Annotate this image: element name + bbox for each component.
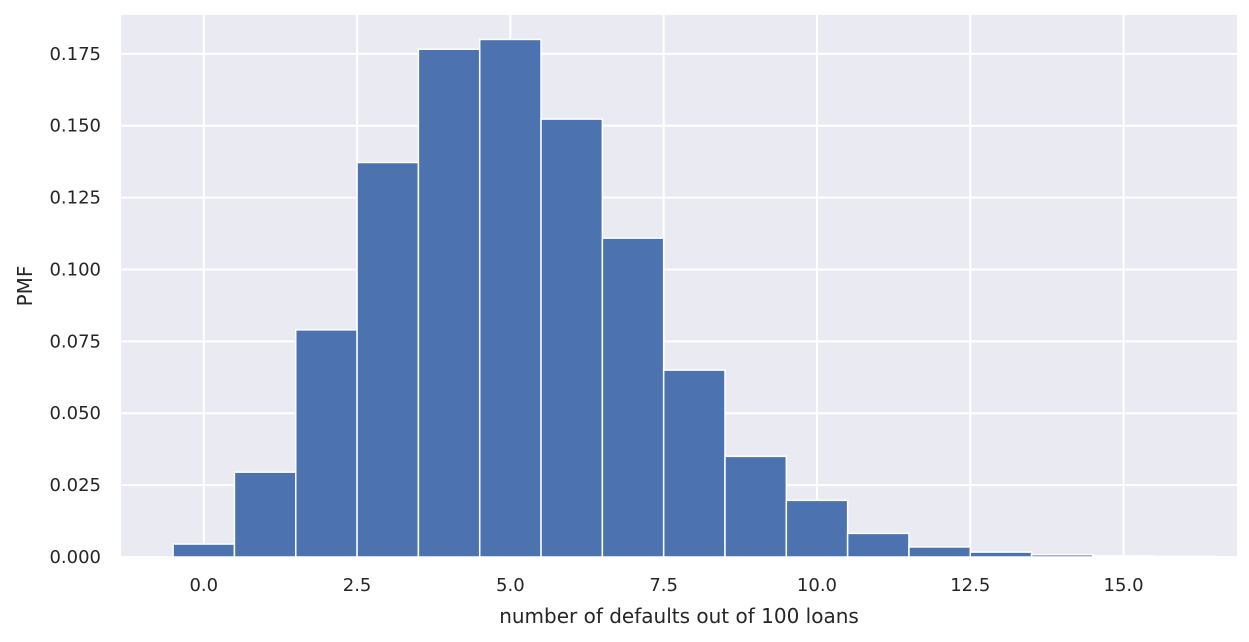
x-tick-label: 15.0 xyxy=(1104,575,1144,596)
x-tick-label: 5.0 xyxy=(496,575,525,596)
histogram-bar xyxy=(1153,555,1217,558)
y-tick-label: 0.075 xyxy=(49,331,101,352)
histogram-bar xyxy=(785,499,849,558)
histogram-bar xyxy=(478,38,542,558)
x-axis-label: number of defaults out of 100 loans xyxy=(499,604,859,628)
y-tick-labels: 0.000 0.025 0.050 0.075 0.100 0.125 0.150 0.175 xyxy=(49,44,101,568)
y-tick-label: 0.025 xyxy=(49,475,101,496)
histogram-bar xyxy=(417,48,481,558)
histogram-bar xyxy=(724,455,788,558)
y-tick-label: 0.050 xyxy=(49,403,101,424)
histogram-bar xyxy=(540,118,604,558)
x-tick-label: 10.0 xyxy=(797,575,837,596)
y-axis-label: PMF xyxy=(13,266,37,307)
histogram-bar xyxy=(356,161,420,558)
x-tick-label: 2.5 xyxy=(343,575,372,596)
x-tick-label: 12.5 xyxy=(950,575,990,596)
y-tick-label: 0.125 xyxy=(49,188,101,209)
y-tick-label: 0.150 xyxy=(49,116,101,137)
histogram-bar xyxy=(601,237,665,558)
histogram-bar xyxy=(908,546,972,558)
histogram-bar xyxy=(295,329,358,558)
histogram-bar xyxy=(969,551,1033,558)
x-tick-label: 7.5 xyxy=(649,575,678,596)
y-tick-label: 0.175 xyxy=(49,44,101,65)
x-tick-label: 0.0 xyxy=(189,575,218,596)
histogram-bar xyxy=(846,532,910,558)
histogram-bar xyxy=(172,543,236,558)
y-tick-label: 0.000 xyxy=(49,547,101,568)
histogram-bar xyxy=(662,369,726,558)
y-tick-label: 0.100 xyxy=(49,259,101,280)
histogram-bar xyxy=(1092,555,1155,558)
bars xyxy=(172,38,1217,558)
histogram-bar xyxy=(1030,553,1094,558)
x-tick-labels: 0.0 2.5 5.0 7.5 10.0 12.5 15.0 xyxy=(189,575,1143,596)
histogram-bar xyxy=(233,471,297,558)
